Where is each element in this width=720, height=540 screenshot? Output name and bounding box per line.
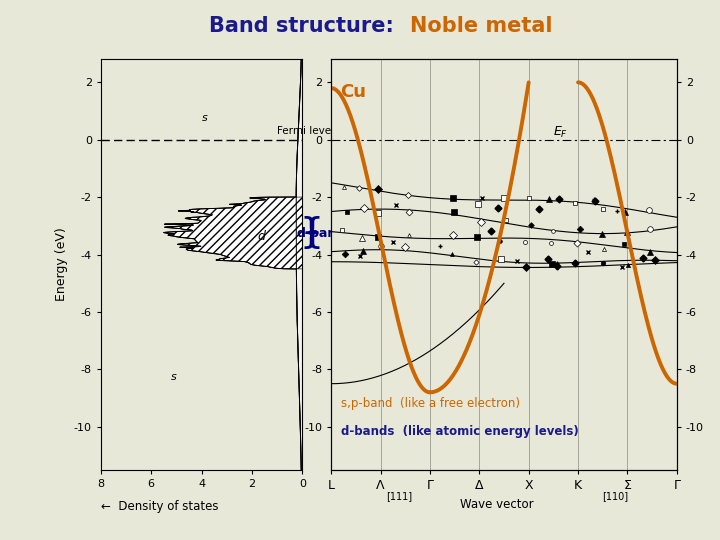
Text: s,p-band  (like a free electron): s,p-band (like a free electron) <box>341 397 520 410</box>
Text: d: d <box>257 230 265 243</box>
Text: ←  Density of states: ← Density of states <box>101 500 218 513</box>
Text: [110]: [110] <box>603 491 629 502</box>
Text: Noble metal: Noble metal <box>410 16 553 36</box>
Text: Band structure:: Band structure: <box>209 16 408 36</box>
Text: {: { <box>301 216 324 250</box>
Text: }: } <box>300 216 323 250</box>
Text: Cu: Cu <box>340 83 366 100</box>
Text: $E_F$: $E_F$ <box>554 124 568 139</box>
Text: d-bands  (like atomic energy levels): d-bands (like atomic energy levels) <box>341 426 579 438</box>
Text: d-bands: d-bands <box>297 227 353 240</box>
Text: Fermi level: Fermi level <box>277 126 334 136</box>
Y-axis label: Energy (eV): Energy (eV) <box>55 228 68 301</box>
Text: [111]: [111] <box>387 491 413 502</box>
Text: Wave vector: Wave vector <box>460 497 534 511</box>
Text: s: s <box>171 372 177 382</box>
Text: s: s <box>202 113 207 123</box>
